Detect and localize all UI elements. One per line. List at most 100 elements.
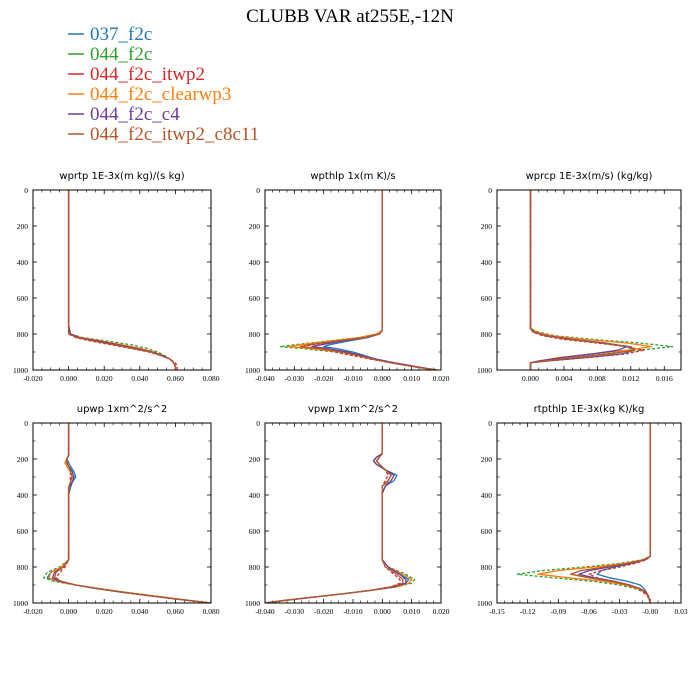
- series-line: [323, 190, 436, 370]
- x-tick-label: -0.020: [23, 607, 43, 616]
- panel: vpwp 1xm^2/s^2 0 200 400 600 800 1000-0.040 -0.…: [245, 404, 450, 616]
- plot-frame: [264, 189, 442, 371]
- y-tick-label: 200: [249, 455, 261, 464]
- series-line: [265, 423, 407, 603]
- series-line: [529, 190, 636, 370]
- legend-label: 037_f2c: [90, 24, 152, 45]
- series-line: [279, 190, 439, 370]
- legend-label: 044_f2c_itwp2: [90, 64, 205, 85]
- legend-label: 044_f2c_clearwp3: [90, 84, 231, 105]
- series-line: [53, 423, 211, 603]
- y-tick-label: 400: [17, 491, 29, 500]
- series-line: [55, 423, 211, 603]
- series-line: [578, 423, 651, 603]
- y-tick-label: 200: [17, 455, 29, 464]
- x-tick-label: 0.004: [555, 374, 572, 383]
- y-tick-label: 200: [249, 222, 261, 231]
- y-tick-label: 600: [249, 527, 261, 536]
- x-tick-label: 0.016: [656, 374, 673, 383]
- x-tick-label: 0.060: [167, 374, 184, 383]
- x-tick-label: -0.010: [343, 607, 363, 616]
- plot-frame: [496, 189, 682, 371]
- y-tick-label: 0: [256, 419, 260, 428]
- plot-frame: [32, 422, 212, 604]
- y-tick-label: 1000: [245, 599, 260, 608]
- x-tick-label: 0.008: [589, 374, 606, 383]
- series-line: [265, 423, 416, 603]
- x-tick-label: 0.040: [131, 374, 148, 383]
- series-line: [287, 190, 436, 370]
- x-tick-label: 0.03: [674, 607, 687, 616]
- y-tick-label: 1000: [13, 599, 28, 608]
- y-tick-label: 0: [488, 419, 492, 428]
- series-line: [67, 190, 177, 370]
- y-tick-label: 0: [256, 186, 260, 195]
- y-tick-label: 600: [17, 294, 29, 303]
- x-tick-label: -0.020: [314, 374, 334, 383]
- series-line: [265, 423, 404, 603]
- legend-label: 044_f2c_itwp2_c8c11: [90, 124, 259, 145]
- series-line: [67, 190, 178, 370]
- x-tick-label: 0.000: [60, 607, 77, 616]
- y-tick-label: 800: [249, 563, 261, 572]
- series-line: [265, 423, 401, 603]
- y-tick-label: 1000: [13, 366, 28, 375]
- panel: rtpthlp 1E-3x(kg K)/kg02004006008001000-…: [477, 404, 688, 616]
- panel: wpthlp 1x(m K)/s 0 200 400 600 800 1000-0.040 -…: [245, 171, 450, 383]
- panel: wprtp 1E-3x(m kg)/(s kg) 0 200 400 600 800 100…: [13, 171, 220, 383]
- x-tick-label: 0.020: [433, 607, 450, 616]
- x-tick-label: 0.020: [96, 374, 113, 383]
- plot-frame: [496, 422, 682, 604]
- panel: upwp 1xm^2/s^2 0 200 400 600 800 1000-0.020 0.0…: [13, 404, 220, 616]
- x-tick-label: 0.010: [403, 607, 420, 616]
- y-tick-label: 400: [481, 491, 493, 500]
- series-line: [51, 423, 211, 603]
- y-tick-label: 400: [249, 491, 261, 500]
- x-tick-label: -0.03: [612, 607, 628, 616]
- panel-title: wprcp 1E-3x(m/s) (kg/kg): [526, 171, 653, 182]
- series-line: [569, 423, 651, 603]
- y-tick-label: 600: [481, 294, 493, 303]
- panel-title: rtpthlp 1E-3x(kg K)/kg: [534, 404, 645, 415]
- y-tick-label: 400: [481, 258, 493, 267]
- x-tick-label: 0.040: [131, 607, 148, 616]
- x-tick-label: -0.010: [343, 374, 363, 383]
- panels: wprtp 1E-3x(m kg)/(s kg) 0 200 400 600 800 100…: [13, 171, 688, 616]
- y-tick-label: 400: [249, 258, 261, 267]
- series-line: [588, 423, 651, 603]
- x-tick-label: 0.080: [203, 607, 220, 616]
- y-tick-label: 1000: [477, 366, 492, 375]
- figure-title: CLUBB VAR at255E,-12N: [246, 6, 454, 27]
- legend: 037_f2c044_f2c044_f2c_itwp2044_f2c_clear…: [68, 24, 259, 145]
- plot-frame: [32, 189, 212, 371]
- x-tick-label: 0.012: [622, 374, 639, 383]
- x-tick-label: -0.030: [285, 374, 305, 383]
- y-tick-label: 400: [17, 258, 29, 267]
- legend-label: 044_f2c: [90, 44, 152, 65]
- y-tick-label: 600: [17, 527, 29, 536]
- x-tick-label: -0.040: [255, 607, 275, 616]
- series-line: [311, 190, 436, 370]
- y-tick-label: 1000: [477, 599, 492, 608]
- panel-title: upwp 1xm^2/s^2: [77, 404, 167, 415]
- x-tick-label: 0.010: [403, 374, 420, 383]
- y-tick-label: 0: [488, 186, 492, 195]
- series-line: [46, 423, 211, 603]
- y-tick-label: 1000: [245, 366, 260, 375]
- series-line: [529, 190, 628, 370]
- x-tick-label: -0.12: [520, 607, 536, 616]
- x-tick-label: 0.000: [374, 374, 391, 383]
- x-tick-label: -0.030: [285, 607, 305, 616]
- x-tick-label: 0.000: [60, 374, 77, 383]
- x-tick-label: -0.15: [489, 607, 505, 616]
- legend-label: 044_f2c_c4: [90, 104, 180, 125]
- x-tick-label: 0.000: [522, 374, 539, 383]
- y-tick-label: 800: [481, 330, 493, 339]
- panel-title: vpwp 1xm^2/s^2: [308, 404, 398, 415]
- series-line: [537, 423, 651, 603]
- x-tick-label: -0.09: [551, 607, 567, 616]
- x-tick-label: 0.000: [374, 607, 391, 616]
- series-line: [48, 423, 211, 603]
- series-line: [596, 423, 651, 603]
- x-tick-label: -0.00: [643, 607, 659, 616]
